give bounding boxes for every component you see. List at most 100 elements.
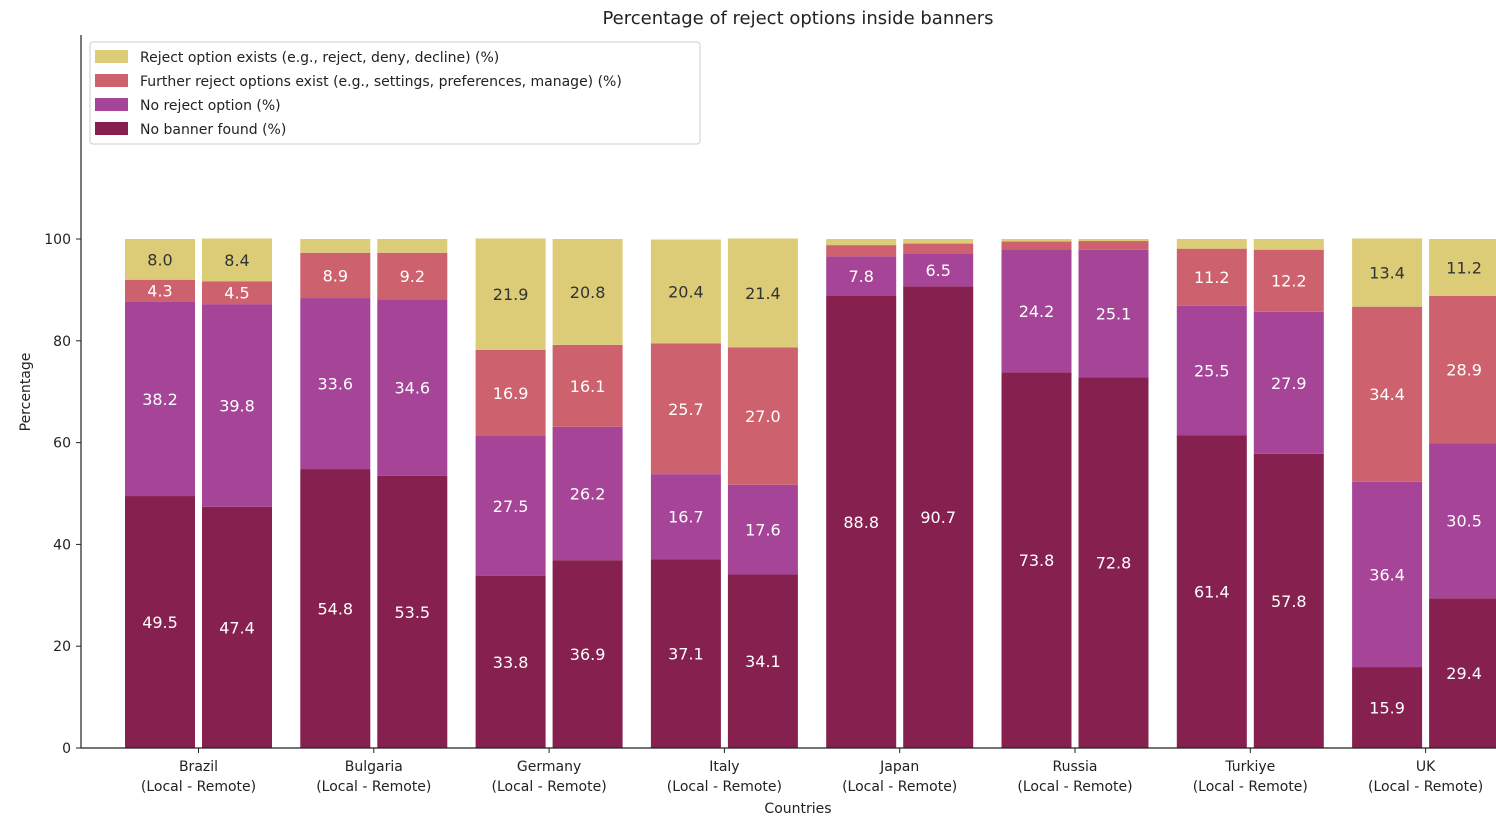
data-label: 25.5 [1194, 362, 1230, 381]
x-tick-label: UK [1416, 759, 1436, 775]
bar-segment [377, 299, 448, 476]
data-label: 39.8 [219, 396, 255, 415]
data-label: 13.4 [1369, 264, 1405, 283]
bar-segment [475, 238, 546, 350]
x-tick-label: Russia [1052, 759, 1097, 775]
bar-segment [475, 349, 546, 436]
x-tick-label: Germany [517, 759, 581, 775]
bar-segment [826, 245, 897, 257]
bar-segment [650, 474, 721, 560]
bar-segment [727, 238, 798, 348]
bar-segment [1001, 372, 1072, 748]
bar-segment [300, 239, 371, 253]
data-label: 61.4 [1194, 583, 1230, 602]
bar-segment [475, 575, 546, 748]
data-label: 4.3 [147, 282, 172, 301]
data-label: 12.2 [1271, 272, 1307, 291]
bar-segment [1352, 667, 1423, 748]
data-label: 88.8 [843, 513, 879, 532]
y-tick-label: 100 [44, 232, 71, 248]
data-label: 33.8 [493, 653, 529, 672]
data-label: 28.9 [1446, 361, 1482, 380]
data-label: 11.2 [1194, 268, 1230, 287]
data-label: 24.2 [1019, 302, 1055, 321]
data-label: 6.5 [925, 261, 950, 280]
bar-segment [202, 506, 272, 748]
bar-segment [650, 559, 721, 748]
data-label: 20.4 [668, 282, 704, 301]
x-tick-label: (Local - Remote) [1193, 779, 1308, 795]
bar-segment [552, 239, 623, 345]
data-label: 16.9 [493, 384, 529, 403]
bar-segment [903, 286, 974, 748]
bar-segment [903, 243, 974, 254]
bar-segment [1001, 239, 1072, 242]
legend-label: No reject option (%) [140, 98, 281, 114]
y-tick-label: 0 [62, 741, 71, 757]
data-label: 25.7 [668, 400, 704, 419]
data-label: 90.7 [920, 508, 956, 527]
bar-segment [826, 256, 897, 297]
data-label: 34.6 [394, 379, 430, 398]
bar-segment [552, 344, 623, 427]
x-tick-label: (Local - Remote) [1017, 779, 1132, 795]
data-label: 9.2 [400, 267, 425, 286]
data-label: 8.9 [323, 266, 348, 285]
bar-segment [727, 484, 798, 575]
x-tick-label: (Local - Remote) [316, 779, 431, 795]
data-label: 47.4 [219, 618, 255, 637]
data-label: 16.7 [668, 508, 704, 527]
data-label: 49.5 [142, 613, 178, 632]
x-tick-label: (Local - Remote) [1368, 779, 1483, 795]
y-tick-label: 80 [53, 334, 71, 350]
bar-segment [202, 304, 272, 507]
data-label: 8.0 [147, 250, 172, 269]
bar-segment [125, 301, 195, 497]
x-tick-label: Bulgaria [345, 759, 403, 775]
data-label: 20.8 [570, 283, 606, 302]
bar-segment [377, 252, 448, 300]
legend-swatch [95, 98, 128, 111]
y-tick-label: 20 [53, 639, 71, 655]
data-label: 27.9 [1271, 374, 1307, 393]
bar-segment [202, 238, 272, 282]
bar-segment [727, 347, 798, 485]
data-label: 8.4 [224, 251, 249, 270]
data-label: 26.2 [570, 485, 606, 504]
bar-segment [552, 560, 623, 748]
bar-segment [377, 475, 448, 748]
bar-segment [1176, 239, 1247, 249]
bar-segment [650, 239, 721, 344]
legend-box [89, 41, 701, 145]
data-label: 7.8 [848, 267, 873, 286]
data-label: 4.5 [224, 284, 249, 303]
data-label: 29.4 [1446, 664, 1482, 683]
bar-segment [1078, 249, 1149, 378]
bars-layer: 49.5 38.2 4.3 8.0 47.4 39.8 4.5 8.4 54.8 33.6 8.9 5… [125, 238, 1496, 748]
bar-segment [125, 279, 195, 302]
bar-segment [1253, 249, 1324, 312]
bar-segment [1001, 249, 1072, 373]
data-label: 16.1 [570, 377, 606, 396]
data-label: 54.8 [317, 600, 353, 619]
bar-segment [1429, 239, 1496, 297]
bar-segment [727, 574, 798, 748]
data-label: 73.8 [1019, 551, 1055, 570]
data-label: 17.6 [745, 521, 781, 540]
y-axis-label: Percentage [18, 353, 34, 432]
legend-swatch [95, 50, 128, 63]
bar-segment [1253, 239, 1324, 250]
bar-segment [903, 253, 974, 287]
bar-segment [1352, 238, 1423, 307]
data-label: 57.8 [1271, 592, 1307, 611]
x-tick-label: Italy [709, 759, 739, 775]
bar-segment [826, 239, 897, 246]
x-tick-label: Brazil [179, 759, 218, 775]
data-label: 21.9 [493, 285, 529, 304]
data-label: 37.1 [668, 645, 704, 664]
data-label: 36.9 [570, 645, 606, 664]
data-label: 34.1 [745, 652, 781, 671]
bar-segment [650, 343, 721, 475]
